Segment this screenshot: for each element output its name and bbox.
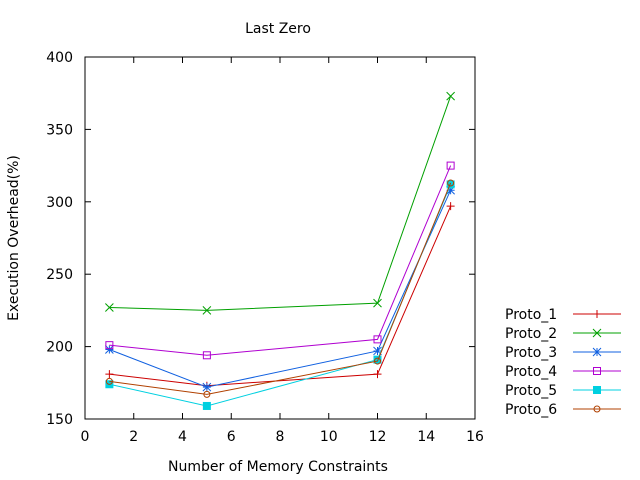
- data-point: [202, 382, 212, 392]
- series-line: [109, 190, 452, 388]
- legend-label: Proto_3: [505, 345, 557, 361]
- series-layer: [105, 91, 455, 410]
- y-tick-label: 400: [46, 50, 73, 66]
- plot-area-frame: [84, 56, 476, 420]
- data-point: [202, 306, 212, 315]
- x-tick-label: 16: [466, 429, 484, 445]
- data-point: [446, 185, 455, 195]
- x-tick-label: 10: [320, 429, 338, 445]
- y-tick-label: 200: [46, 340, 73, 356]
- data-point: [105, 370, 114, 379]
- legend-marker: [592, 347, 602, 357]
- x-tick-label: 0: [81, 429, 90, 445]
- legend-marker: [593, 310, 601, 318]
- chart-title: Last Zero: [245, 21, 311, 37]
- data-point: [447, 179, 455, 187]
- legend-item: Proto_2: [505, 326, 621, 342]
- legend-item: Proto_5: [505, 383, 621, 399]
- x-tick-label: 4: [178, 429, 187, 445]
- series-line: [109, 184, 452, 407]
- series-Proto_6: [105, 179, 455, 398]
- legend-marker: [593, 386, 601, 394]
- x-tick-label: 14: [417, 429, 435, 445]
- y-tick-label: 150: [46, 412, 73, 428]
- legend-label: Proto_1: [505, 307, 557, 323]
- y-tick-label: 350: [46, 122, 73, 138]
- series-Proto_1: [105, 202, 455, 390]
- data-point: [105, 341, 114, 350]
- legend-label: Proto_4: [505, 364, 557, 380]
- y-axis-title: Execution Overhead(%): [6, 155, 22, 321]
- y-axis-ticks: 150 200 250 300 350 400: [46, 50, 475, 428]
- series-Proto_2: [105, 91, 455, 315]
- x-tick-label: 6: [227, 429, 236, 445]
- legend-label: Proto_6: [505, 402, 557, 418]
- x-axis-ticks: 0 2 4 6 8 10 12 14 16: [81, 57, 484, 445]
- data-point: [105, 345, 114, 354]
- series-Proto_5: [105, 180, 455, 410]
- data-point: [105, 303, 114, 312]
- legend-marker: [593, 405, 601, 413]
- data-point: [446, 161, 455, 170]
- legend-label: Proto_5: [505, 383, 557, 399]
- legend-marker: [593, 367, 601, 375]
- legend-item: Proto_6: [505, 402, 621, 418]
- data-point: [373, 355, 382, 364]
- x-axis-title: Number of Memory Constraints: [168, 459, 388, 475]
- data-point: [203, 390, 211, 398]
- data-point: [446, 202, 455, 211]
- x-tick-label: 8: [276, 429, 285, 445]
- y-tick-label: 300: [46, 195, 73, 211]
- series-Proto_4: [105, 161, 455, 360]
- series-line: [109, 205, 452, 387]
- data-point: [105, 377, 113, 385]
- y-tick-label: 250: [46, 267, 73, 283]
- data-point: [373, 298, 382, 308]
- legend-item: Proto_1: [505, 307, 621, 323]
- data-point: [446, 91, 455, 101]
- data-point: [373, 335, 382, 344]
- data-point: [373, 370, 382, 379]
- series-line: [109, 182, 452, 395]
- series-line: [109, 165, 452, 356]
- data-point: [374, 357, 381, 365]
- data-point: [202, 351, 211, 360]
- data-point: [202, 401, 211, 410]
- x-tick-label: 2: [129, 429, 138, 445]
- legend: Proto_1 Proto_2 Proto_3 Proto_4 Proto_5 Proto…: [505, 307, 621, 418]
- legend-item: Proto_3: [505, 345, 621, 361]
- series-line: [109, 95, 452, 311]
- series-Proto_3: [105, 185, 455, 392]
- legend-item: Proto_4: [505, 364, 621, 380]
- data-point: [373, 346, 382, 356]
- data-point: [446, 180, 455, 189]
- legend-label: Proto_2: [505, 326, 557, 342]
- legend-marker: [592, 328, 602, 338]
- x-tick-label: 12: [369, 429, 387, 445]
